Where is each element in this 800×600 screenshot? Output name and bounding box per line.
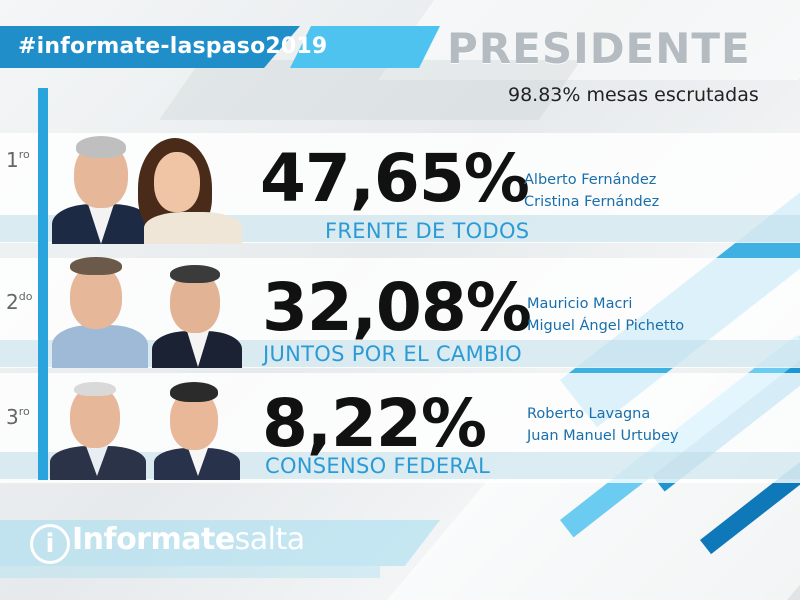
footer-banner-accent bbox=[0, 566, 380, 578]
footer-banner bbox=[0, 520, 440, 566]
info-icon: i bbox=[30, 524, 70, 564]
brand-logo-bold: Informate bbox=[72, 522, 235, 557]
party-name: CONSENSO FEDERAL bbox=[265, 454, 491, 478]
brand-logo: Informatesalta bbox=[72, 522, 305, 557]
hashtag: #informate-laspaso2019 bbox=[18, 34, 328, 59]
candidate-name: Roberto Lavagna bbox=[527, 406, 651, 422]
hashtag-banner bbox=[0, 26, 300, 68]
rank-label: 2do bbox=[6, 290, 33, 314]
vote-percentage: 8,22% bbox=[262, 385, 487, 462]
candidates-photo bbox=[52, 253, 242, 368]
candidate-name: Alberto Fernández bbox=[524, 172, 657, 188]
candidates-photo bbox=[52, 134, 242, 244]
rank-rail bbox=[38, 88, 48, 480]
rank-label: 1ro bbox=[6, 148, 30, 172]
hashtag-banner-accent bbox=[290, 26, 440, 68]
party-name: FRENTE DE TODOS bbox=[325, 219, 530, 243]
brand-logo-light: salta bbox=[234, 522, 306, 557]
rank-label: 3ro bbox=[6, 405, 30, 429]
candidate-name: Juan Manuel Urtubey bbox=[527, 428, 679, 444]
scrutiny-status: 98.83% mesas escrutadas bbox=[508, 84, 759, 106]
vote-percentage: 47,65% bbox=[260, 140, 530, 217]
candidate-name: Miguel Ángel Pichetto bbox=[527, 318, 685, 334]
candidates-photo bbox=[50, 378, 240, 480]
vote-percentage: 32,08% bbox=[262, 269, 532, 346]
candidate-name: Mauricio Macri bbox=[527, 296, 633, 312]
party-name: JUNTOS POR EL CAMBIO bbox=[263, 342, 523, 366]
candidate-name: Cristina Fernández bbox=[524, 194, 660, 210]
page-title: PRESIDENTE bbox=[447, 24, 751, 73]
